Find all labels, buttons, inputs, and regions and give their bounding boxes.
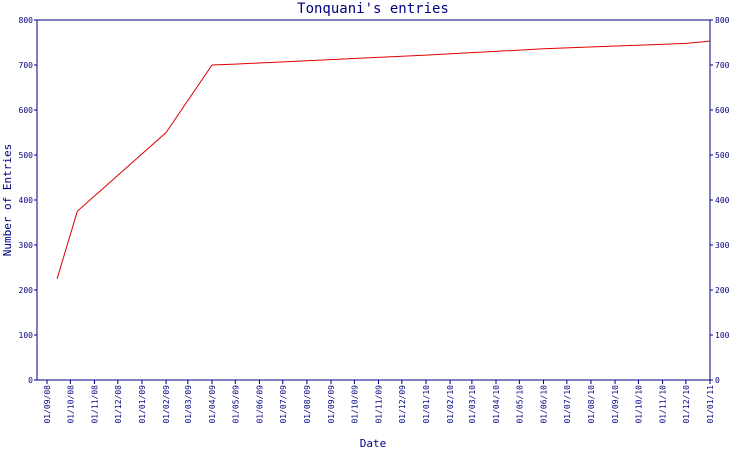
y-tick-label-left: 500	[19, 151, 34, 160]
x-tick-label: 01/08/10	[587, 385, 596, 424]
y-tick-label-right: 700	[715, 61, 730, 70]
x-tick-label: 01/03/10	[468, 385, 477, 424]
x-tick-label: 01/10/09	[350, 385, 359, 424]
y-tick-label-right: 600	[715, 106, 730, 115]
x-tick-label: 01/01/11	[706, 385, 715, 424]
y-tick-label-right: 500	[715, 151, 730, 160]
chart-title: Tonquani's entries	[297, 1, 449, 17]
y-tick-label-left: 0	[28, 376, 33, 385]
x-tick-label: 01/01/10	[422, 385, 431, 424]
x-tick-label: 01/04/09	[208, 385, 217, 424]
y-tick-label-left: 100	[19, 331, 34, 340]
x-tick-label: 01/10/08	[66, 385, 75, 424]
y-tick-label-left: 400	[19, 196, 34, 205]
y-tick-label-left: 300	[19, 241, 34, 250]
x-tick-label: 01/06/09	[255, 385, 264, 424]
y-tick-label-right: 800	[715, 16, 730, 25]
y-tick-label-right: 400	[715, 196, 730, 205]
y-tick-label-right: 100	[715, 331, 730, 340]
x-tick-label: 01/09/09	[327, 385, 336, 424]
x-axis-label: Date	[360, 437, 387, 450]
y-tick-label-left: 800	[19, 16, 34, 25]
x-tick-label: 01/06/10	[539, 385, 548, 424]
x-tick-label: 01/05/09	[231, 385, 240, 424]
x-tick-label: 01/03/09	[184, 385, 193, 424]
y-axis-left: 0 100 200 300 400 500 600 700 800	[19, 16, 37, 385]
y-tick-label-left: 600	[19, 106, 34, 115]
x-tick-label: 01/12/08	[114, 385, 123, 424]
y-tick-label-left: 200	[19, 286, 34, 295]
x-tick-label: 01/07/09	[279, 385, 288, 424]
y-tick-label-left: 700	[19, 61, 34, 70]
x-tick-label: 01/04/10	[492, 385, 501, 424]
x-tick-label: 01/09/10	[611, 385, 620, 424]
x-tick-label: 01/02/09	[162, 385, 171, 424]
x-tick-label: 01/05/10	[515, 385, 524, 424]
series-line	[56, 40, 711, 279]
y-tick-label-right: 200	[715, 286, 730, 295]
series-layer	[56, 40, 711, 279]
x-tick-label: 01/11/10	[659, 385, 668, 424]
y-axis-right: 0 100 200 300 400 500 600 700 800	[710, 16, 730, 385]
x-tick-label: 01/11/08	[90, 385, 99, 424]
x-tick-label: 01/07/10	[563, 385, 572, 424]
plot-frame	[36, 19, 711, 381]
x-tick-label: 01/08/09	[303, 385, 312, 424]
x-tick-label: 01/11/09	[375, 385, 384, 424]
y-tick-label-right: 0	[715, 376, 720, 385]
x-tick-label: 01/02/10	[446, 385, 455, 424]
y-tick-label-right: 300	[715, 241, 730, 250]
y-axis-label: Number of Entries	[1, 144, 14, 257]
x-tick-label: 01/01/09	[138, 385, 147, 424]
x-axis: 01/09/08 01/10/08 01/11/08 01/12/08 01/01/09…	[43, 380, 715, 424]
x-tick-label: 01/09/08	[43, 385, 52, 424]
x-tick-label: 01/12/10	[682, 385, 691, 424]
x-tick-label: 01/12/09	[398, 385, 407, 424]
x-tick-label: 01/10/10	[634, 385, 643, 424]
